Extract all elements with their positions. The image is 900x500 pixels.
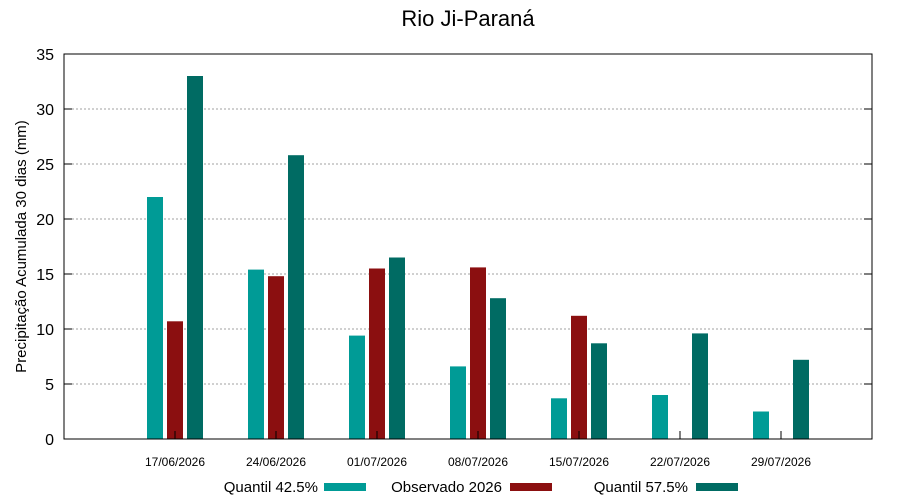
y-tick-label: 25 [36,157,54,174]
bar [349,335,365,439]
y-tick-label: 5 [45,377,54,394]
bar [268,276,284,439]
grid-lines [64,108,872,385]
y-tick-label: 10 [36,322,54,339]
bar [167,321,183,439]
x-tick-label: 22/07/2026 [650,455,710,469]
bar [591,343,607,439]
bar [753,411,769,439]
y-tick-label: 35 [36,47,54,64]
bar [692,333,708,439]
bar [652,395,668,439]
x-tick-label: 01/07/2026 [347,455,407,469]
bar [571,315,587,439]
bar [470,267,486,439]
y-tick-label: 20 [36,212,54,229]
y-axis-label: Precipitação Acumulada 30 dias (mm) [13,120,30,373]
legend-label: Quantil 57.5% [594,479,688,496]
bars [147,76,809,439]
bar [147,197,163,439]
y-tick-label: 15 [36,267,54,284]
bar [389,257,405,439]
x-tick-label: 17/06/2026 [145,455,205,469]
bar [450,366,466,439]
plot-frame [63,53,873,440]
bar [248,269,264,439]
legend-label: Quantil 42.5% [224,479,318,496]
bar [793,359,809,439]
x-tick-label: 24/06/2026 [246,455,306,469]
chart-title: Rio Ji-Paraná [401,6,535,31]
bar [369,268,385,439]
y-tick-label: 30 [36,102,54,119]
x-tick-label: 08/07/2026 [448,455,508,469]
bar [551,398,567,439]
legend-swatch [324,483,366,491]
legend-label: Observado 2026 [391,479,502,496]
y-tick-label: 0 [45,432,54,449]
axes: 0 5 10 15 20 25 30 35 17/06/2026 24/06/2026 01/07/… [36,47,872,469]
bar [187,76,203,439]
bar [288,155,304,439]
legend-swatch [510,483,552,491]
x-tick-label: 15/07/2026 [549,455,609,469]
legend-swatch [696,483,738,491]
x-tick-label: 29/07/2026 [751,455,811,469]
bar [490,298,506,439]
legend: Quantil 42.5% Observado 2026 Quantil 57.5% [224,479,738,496]
